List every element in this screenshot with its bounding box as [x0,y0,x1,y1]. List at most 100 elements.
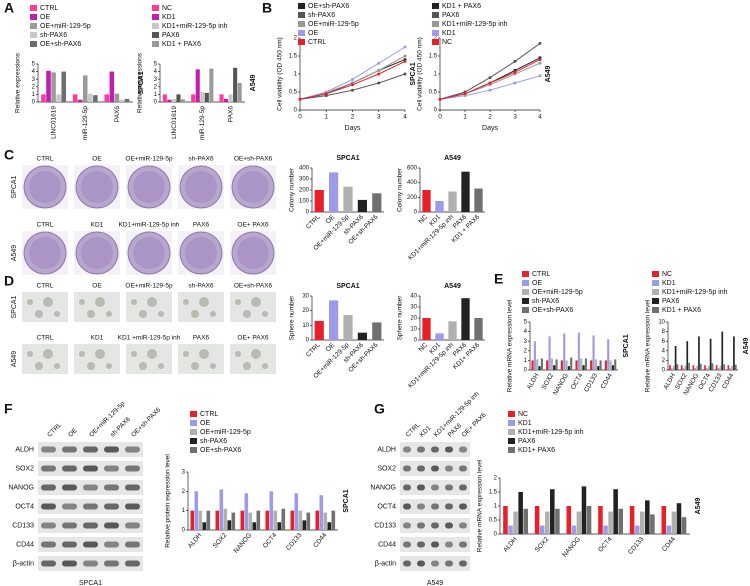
y-tick-label: 2 [182,489,186,495]
lane-label: OE+ PAX6 [237,335,269,342]
row-label: SPCA1 [11,295,18,318]
legend-swatch [432,39,439,45]
sphere [131,299,137,305]
legend-label: CTRL [532,271,550,278]
sphere [35,310,43,318]
chart: 0 1 23 45 Relative expressions A549 NC KD1 KD1+m… [137,5,257,140]
bar [461,171,470,212]
sphere [199,297,209,307]
legend-swatch [190,447,197,453]
bar [565,360,568,370]
point [538,58,542,62]
row-label: A549 [11,351,18,367]
bar [671,511,677,534]
bar [51,72,56,102]
sphere [147,349,157,359]
x-tick-label: 3 [513,114,517,121]
band [83,446,98,453]
bar [544,511,550,534]
band [104,522,119,529]
bar [273,510,278,530]
bar [176,94,181,102]
side-label: SPCA1 [623,334,630,357]
sphere [183,299,189,305]
bar [566,506,572,534]
sphere-photo [178,292,224,322]
x-tick-label: 3 [377,114,381,121]
bar [240,510,245,530]
x-tick-label: CD133 [627,536,646,556]
legend-swatch [298,39,305,45]
y-tick-label: 300 [299,177,310,183]
band [431,484,439,491]
y-tick-label: 2 [494,476,498,482]
band [104,560,119,567]
point [488,88,492,92]
legend-swatch [152,23,159,29]
bar [669,365,671,370]
legend-swatch [30,5,37,11]
bar [72,94,78,102]
lane-label: OE+sh-PAX6 [130,406,162,438]
band [459,446,467,453]
blot-row-label: SOX2 [15,465,34,472]
blot-row-label: CD133 [12,522,34,529]
legend-swatch [652,280,659,286]
legend-label: KD1+miR-129-5p inh [442,21,508,28]
bar [224,98,229,102]
bar [357,199,368,212]
legend-swatch [190,429,197,435]
row-label: A549 [11,245,18,261]
band [417,446,425,453]
bar [277,522,282,530]
point [403,45,407,49]
y-tick-label: 0 [524,368,528,374]
bar [88,93,93,102]
band [403,446,411,453]
y-tick-label: 1.5 [489,490,498,496]
chart-title: A549 [444,155,461,162]
sphere-photo [230,292,276,322]
band [445,503,453,510]
bar [202,522,207,530]
point [488,81,492,85]
bar [200,92,205,102]
bar [639,511,645,534]
chart: 0 0.5 1 1.5 2 Relative mRNA expression level A… [477,411,702,559]
bar [435,333,444,340]
x-tick-label: 2 [351,114,355,121]
band [83,484,98,491]
band [445,446,453,453]
point [513,70,517,74]
bar [461,298,470,340]
bar [666,525,672,534]
y-axis-label: Relative protein expression level [165,454,172,548]
sphere [251,349,261,359]
band [125,484,140,491]
bar [231,512,236,530]
legend-swatch [190,411,197,417]
legend-swatch [652,271,659,277]
y-tick-label: 1 [294,72,298,78]
band [417,522,425,529]
legend-swatch [652,298,659,304]
bar [676,503,682,534]
x-tick-label: NANOG [233,532,254,555]
band [445,560,453,567]
x-tick-label: PAX6 [228,106,235,123]
bar [571,525,577,534]
band [403,560,411,567]
legend-swatch [298,30,305,36]
lane-label: OE+ PAX6 [461,411,488,438]
side-label: SPCA1 [138,71,145,94]
sphere-photo [22,344,68,374]
lane-label: OE+ PAX6 [237,222,269,229]
bar [614,359,617,370]
band [41,484,56,491]
blot-row-label: CD133 [374,522,396,529]
band [62,446,77,453]
x-tick-label: NC [418,213,430,225]
x-tick-label: SOX2 [540,372,555,391]
